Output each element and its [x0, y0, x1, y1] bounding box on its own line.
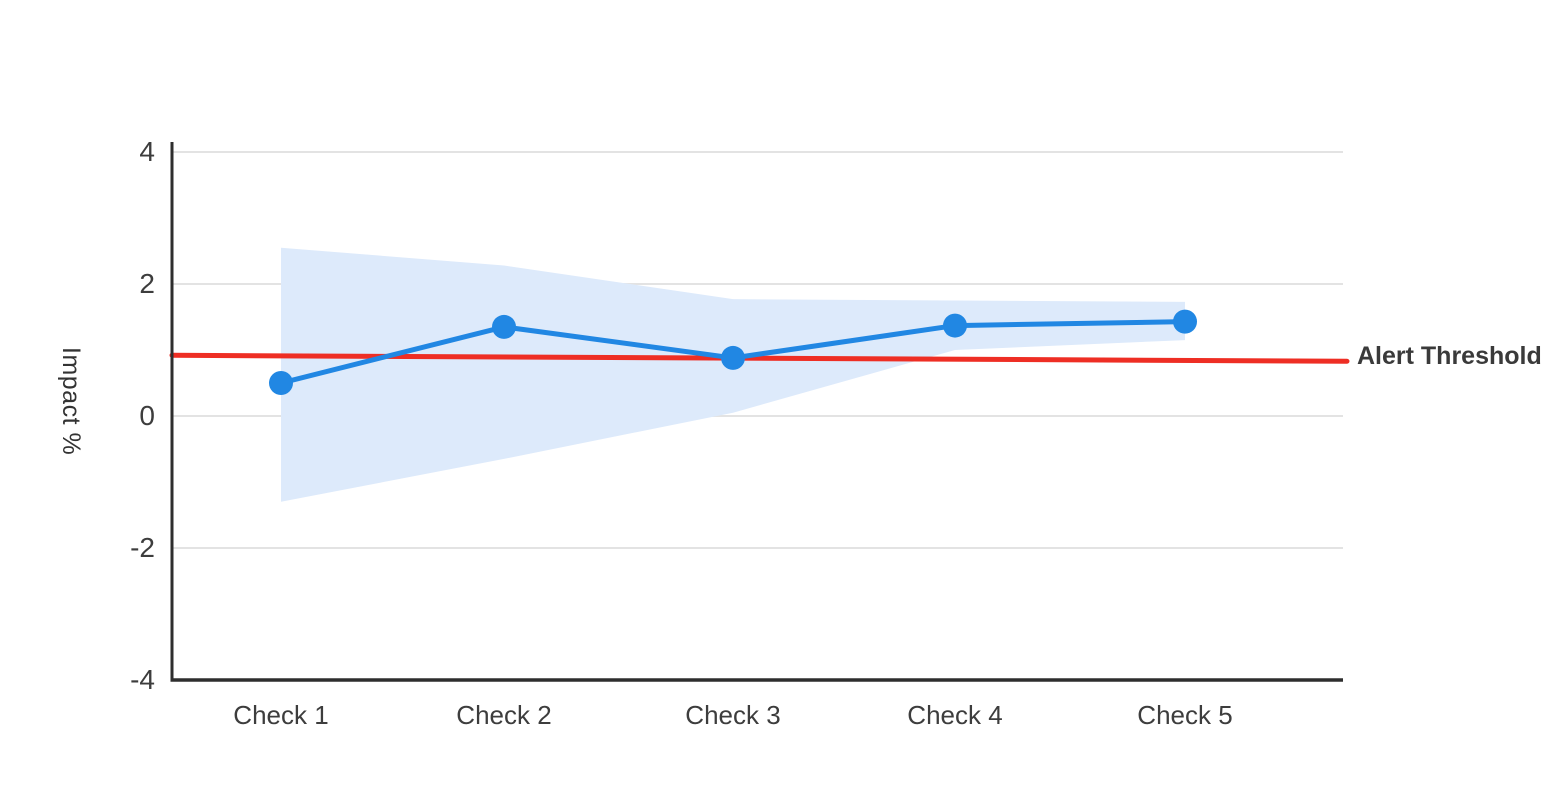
y-tick-label-4: 4	[139, 136, 155, 167]
x-tick-label-check-4: Check 4	[907, 700, 1003, 730]
threshold-label: Alert Threshold	[1357, 342, 1542, 370]
data-point-check-1	[269, 371, 293, 395]
x-tick-label-check-2: Check 2	[456, 700, 552, 730]
y-tick-label-0: 0	[139, 400, 155, 431]
y-tick-label--4: -4	[130, 664, 155, 695]
x-tick-label-check-5: Check 5	[1137, 700, 1233, 730]
y-tick-label--2: -2	[130, 532, 155, 563]
x-tick-label-check-3: Check 3	[685, 700, 781, 730]
threshold-line	[169, 352, 1350, 364]
x-tick-label-check-1: Check 1	[233, 700, 329, 730]
data-point-check-2	[492, 314, 516, 339]
confidence-band	[281, 247, 1185, 502]
data-point-check-3	[721, 345, 745, 370]
y-tick-label-2: 2	[139, 268, 155, 299]
data-point-check-4	[943, 313, 967, 338]
data-point-check-5	[1173, 309, 1197, 334]
y-axis-title: Impact %	[57, 347, 85, 456]
